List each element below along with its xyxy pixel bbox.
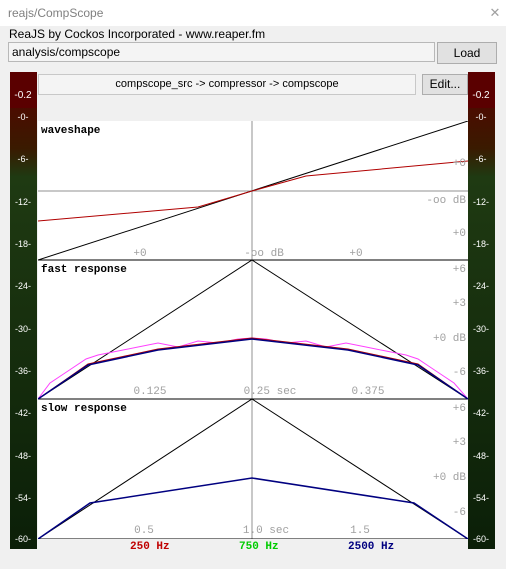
- load-button[interactable]: Load: [437, 42, 497, 64]
- meter-scale-label: -54-: [15, 493, 31, 503]
- slow-bottom-label: 1.5: [350, 525, 370, 537]
- meter-scale-label: -42-: [15, 408, 31, 418]
- meter-scale-label: -30-: [473, 324, 489, 334]
- close-icon[interactable]: ✕: [489, 5, 501, 20]
- fast-bottom-label: 0.25 sec: [244, 386, 297, 398]
- slow-right-label: +3: [453, 437, 466, 449]
- meter-scale-label: -0-: [476, 112, 487, 122]
- meter-scale-label: -18-: [15, 239, 31, 249]
- slow-right-label: +6: [453, 403, 466, 415]
- fast-response-blue: [38, 338, 468, 400]
- fast-right-label: +0 dB: [433, 333, 466, 345]
- waveshape-right-label: +0: [453, 158, 466, 170]
- fast-bottom-label: 0.375: [351, 386, 384, 398]
- meter-scale-label: -36-: [473, 366, 489, 376]
- panel-title-waveshape: waveshape: [41, 125, 101, 137]
- slow-response-panel: slow response +6 +3 +0 dB -6 0.5 1.0 sec…: [38, 398, 468, 539]
- meter-scale-label: -30-: [15, 324, 31, 334]
- waveshape-bottom-label: +0: [349, 248, 362, 260]
- right-level-meter: -0.2 -0- -6- -12- -18- -24- -30- -36- -4…: [468, 72, 495, 549]
- right-meter-scale: -0- -6- -12- -18- -24- -30- -36- -42- -4…: [473, 112, 489, 544]
- slow-bottom-label: 0.5: [134, 525, 154, 537]
- fast-right-label: +3: [453, 298, 466, 310]
- meter-scale-label: -36-: [15, 366, 31, 376]
- waveshape-right-label: -oo dB: [426, 195, 466, 207]
- scope-graph-area: waveshape +0 -oo dB +0 +0 -oo dB +0 fast…: [38, 121, 468, 539]
- meter-scale-label: -6-: [476, 154, 487, 164]
- fast-response-panel: fast response +6 +3 +0 dB -6 0.125 0.25 …: [38, 259, 468, 400]
- slow-right-label: +0 dB: [433, 472, 466, 484]
- meter-scale-label: -60-: [15, 534, 31, 544]
- script-path-field[interactable]: analysis/compscope: [8, 42, 435, 62]
- fast-bottom-label: 0.125: [133, 386, 166, 398]
- edit-button[interactable]: Edit...: [422, 74, 468, 95]
- fast-right-label: +6: [453, 264, 466, 276]
- meter-scale-label: -12-: [15, 197, 31, 207]
- panel-title-fast: fast response: [41, 264, 127, 276]
- meter-scale-label: -24-: [15, 281, 31, 291]
- slow-envelope-outline: [38, 398, 468, 539]
- meter-scale-label: -42-: [473, 408, 489, 418]
- meter-scale-label: -60-: [473, 534, 489, 544]
- meter-scale-label: -0-: [18, 112, 29, 122]
- meter-scale-label: -48-: [473, 451, 489, 461]
- waveshape-right-label: +0: [453, 228, 466, 240]
- left-meter-peak-readout: -0.2: [14, 90, 32, 101]
- window-titlebar: reajs/CompScope ✕: [0, 0, 506, 26]
- left-meter-scale: -0- -6- -12- -18- -24- -30- -36- -42- -4…: [15, 112, 31, 544]
- meter-scale-label: -12-: [473, 197, 489, 207]
- transfer-curve: [38, 160, 468, 222]
- panel-title-slow: slow response: [41, 403, 127, 415]
- meter-scale-label: -18-: [473, 239, 489, 249]
- signal-chain-display: compscope_src -> compressor -> compscope: [38, 74, 416, 95]
- legend-250hz: 250 Hz: [130, 541, 170, 553]
- fast-response-red: [38, 337, 468, 400]
- legend-750hz: 750 Hz: [239, 541, 279, 553]
- left-level-meter: -0.2 -0- -6- -12- -18- -24- -30- -36- -4…: [10, 72, 37, 549]
- waveshape-bottom-label: -oo dB: [244, 248, 284, 260]
- legend-2500hz: 2500 Hz: [348, 541, 395, 553]
- right-meter-peak-readout: -0.2: [472, 90, 490, 101]
- window-title: reajs/CompScope: [8, 6, 104, 20]
- meter-scale-label: -6-: [18, 154, 29, 164]
- meter-scale-label: -48-: [15, 451, 31, 461]
- effect-name-label: ReaJS by Cockos Incorporated - www.reape…: [9, 27, 266, 41]
- slow-response-blue: [38, 477, 468, 539]
- meter-scale-label: -24-: [473, 281, 489, 291]
- waveshape-bottom-label: +0: [133, 248, 146, 260]
- meter-scale-label: -54-: [473, 493, 489, 503]
- slow-right-label: -6: [453, 507, 466, 519]
- slow-bottom-label: 1.0 sec: [243, 525, 289, 537]
- waveshape-panel: waveshape +0 -oo dB +0 +0 -oo dB +0: [38, 121, 468, 261]
- fast-right-label: -6: [453, 367, 466, 379]
